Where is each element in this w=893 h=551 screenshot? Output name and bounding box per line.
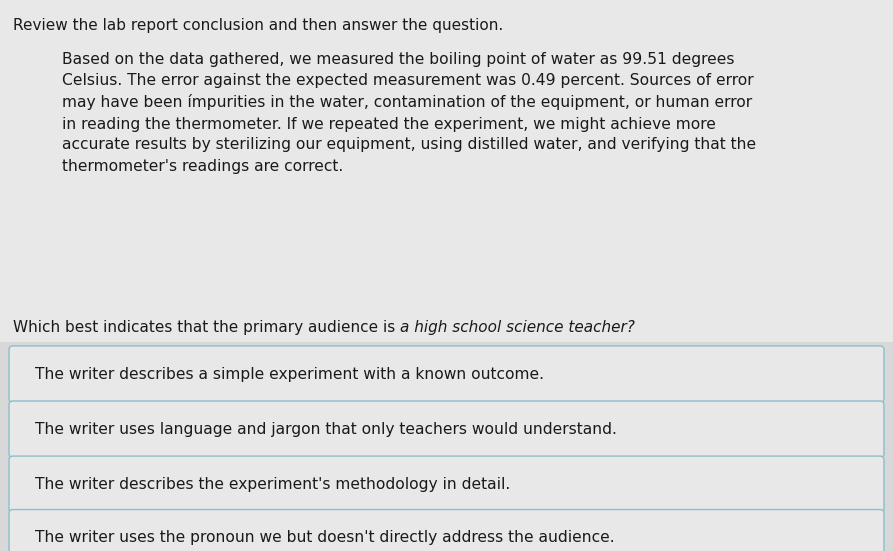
Text: The writer uses language and jargon that only teachers would understand.: The writer uses language and jargon that… [35, 422, 617, 437]
Text: Based on the data gathered, we measured the boiling point of water as 99.51 degr: Based on the data gathered, we measured … [62, 52, 756, 174]
Text: a high school science teacher?: a high school science teacher? [400, 320, 635, 334]
Text: Review the lab report conclusion and then answer the question.: Review the lab report conclusion and the… [13, 18, 504, 33]
FancyBboxPatch shape [9, 510, 884, 551]
Text: Which best indicates that the primary audience is: Which best indicates that the primary au… [13, 320, 400, 334]
FancyBboxPatch shape [9, 401, 884, 457]
FancyBboxPatch shape [9, 346, 884, 402]
Text: The writer describes the experiment's methodology in detail.: The writer describes the experiment's me… [35, 477, 510, 492]
Bar [0, 0, 893, 342]
Text: The writer uses the pronoun we but doesn't directly address the audience.: The writer uses the pronoun we but doesn… [35, 530, 614, 545]
Text: The writer describes a simple experiment with a known outcome.: The writer describes a simple experiment… [35, 366, 544, 382]
FancyBboxPatch shape [9, 456, 884, 512]
